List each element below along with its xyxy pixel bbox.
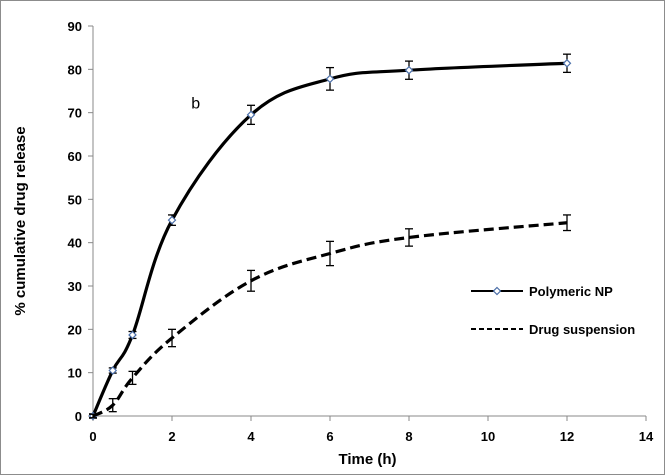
data-point-polymeric-np bbox=[128, 330, 137, 340]
y-tick-label: 10 bbox=[68, 366, 82, 381]
series-layer bbox=[88, 53, 572, 421]
x-tick-label: 6 bbox=[326, 429, 333, 444]
data-point-polymeric-np bbox=[167, 215, 177, 225]
x-tick-label: 2 bbox=[168, 429, 175, 444]
legend: Polymeric NP Drug suspension bbox=[471, 284, 635, 337]
series-line-drug-suspension bbox=[92, 221, 568, 418]
y-tick-label: 30 bbox=[68, 279, 82, 294]
x-tick-label: 0 bbox=[89, 429, 96, 444]
data-point-polymeric-np bbox=[246, 110, 256, 120]
y-tick-label: 70 bbox=[68, 106, 82, 121]
legend-label-polymeric-np: Polymeric NP bbox=[529, 284, 613, 299]
data-point-polymeric-np bbox=[108, 366, 118, 375]
x-tick-label: 14 bbox=[639, 429, 654, 444]
y-tick-label: 20 bbox=[68, 322, 82, 337]
legend-label-drug-suspension: Drug suspension bbox=[529, 322, 635, 337]
data-point-polymeric-np bbox=[325, 74, 335, 84]
data-point-polymeric-np bbox=[404, 65, 414, 75]
annotation-label: b bbox=[191, 95, 200, 112]
legend-marker-polymeric-np bbox=[492, 286, 502, 296]
data-point-polymeric-np bbox=[562, 58, 572, 68]
x-tick-label: 4 bbox=[247, 429, 255, 444]
x-tick-label: 10 bbox=[481, 429, 495, 444]
x-tick-label: 12 bbox=[560, 429, 574, 444]
y-tick-label: 80 bbox=[68, 62, 82, 77]
y-tick-label: 0 bbox=[75, 409, 82, 424]
x-tick-label: 8 bbox=[405, 429, 412, 444]
x-axis-title: Time (h) bbox=[338, 451, 396, 468]
y-tick-label: 50 bbox=[68, 192, 82, 207]
series-line-polymeric-np bbox=[91, 61, 568, 417]
y-tick-label: 90 bbox=[68, 19, 82, 34]
y-tick-label: 60 bbox=[68, 149, 82, 164]
labels-layer: 0 10 20 30 40 50 60 70 80 90 0 2 4 6 8 10 12 14 Time (h) % … bbox=[12, 19, 654, 468]
y-axis-title: % cumulative drug release bbox=[12, 126, 29, 315]
y-tick-label: 40 bbox=[68, 236, 82, 251]
